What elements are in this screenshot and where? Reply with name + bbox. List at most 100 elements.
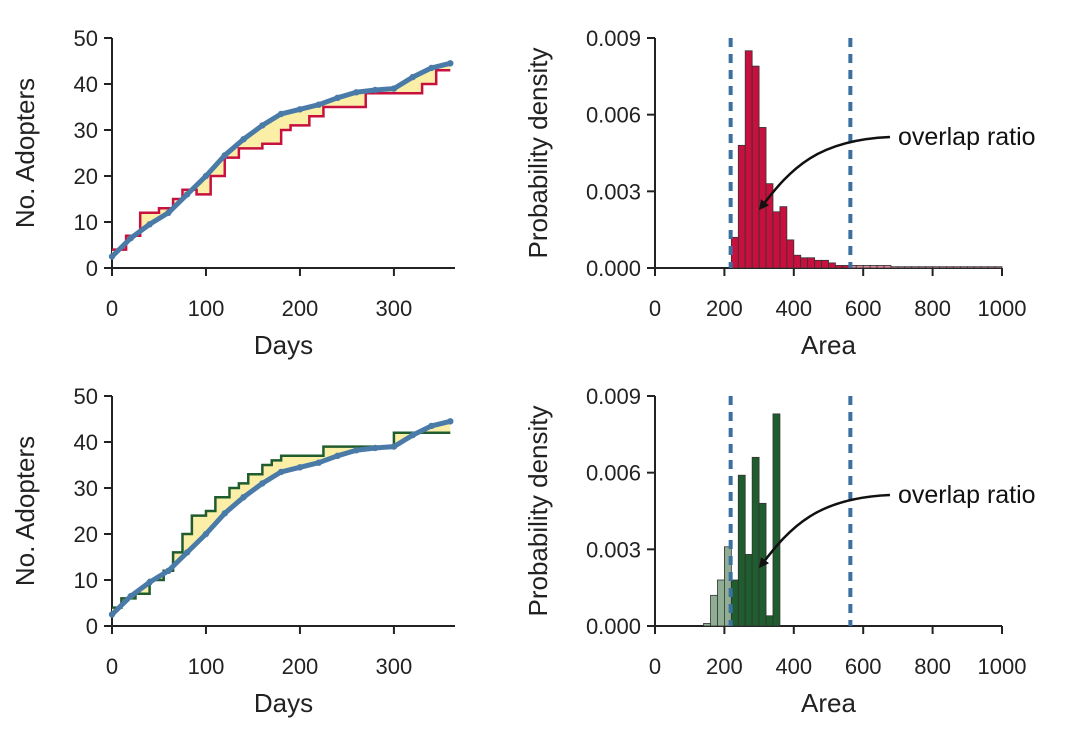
x-tick-label: 1000 (978, 654, 1027, 679)
simulated-point (277, 110, 285, 118)
histogram-bar (751, 456, 760, 627)
histogram-bar (862, 265, 871, 269)
y-axis-title: No. Adopters (10, 78, 40, 228)
x-axis-title: Area (801, 330, 856, 360)
simulated-point (146, 579, 153, 586)
x-tick-label: 100 (188, 654, 225, 679)
y-tick-label: 30 (74, 118, 98, 143)
y-tick-label: 0.006 (586, 461, 641, 486)
histogram-bar (966, 266, 975, 269)
histogram-bar (744, 50, 753, 269)
y-tick-label: 50 (74, 384, 98, 409)
annotation-text: overlap ratio (898, 481, 1036, 509)
simulated-point (259, 480, 266, 487)
histogram-bar (946, 266, 954, 269)
y-tick-label: 40 (74, 72, 98, 97)
y-axis-title: Probability density (523, 406, 553, 617)
x-tick-label: 200 (706, 654, 743, 679)
observed-series-line (112, 68, 451, 251)
x-axis-title: Days (254, 330, 313, 360)
simulated-point (240, 136, 247, 143)
x-tick-label: 800 (914, 296, 951, 321)
y-tick-label: 0 (86, 256, 98, 281)
panel-top-left: 0 10 20 30 40 50 0 100 200 300 Days No. Adopters (10, 26, 455, 360)
simulated-point (165, 209, 172, 216)
x-tick-label: 0 (106, 654, 118, 679)
simulated-point (127, 592, 134, 600)
simulated-point (259, 122, 266, 129)
simulated-point (221, 510, 228, 517)
y-tick-label: 0.003 (586, 179, 641, 204)
histogram-bar (717, 579, 725, 627)
annotation-arrow (759, 135, 891, 211)
histogram-bar (807, 257, 816, 269)
x-tick-label: 300 (376, 654, 413, 679)
histogram-bar (786, 239, 795, 269)
histogram-bar (814, 259, 822, 269)
x-tick-label: 0 (649, 654, 661, 679)
histogram-bar (835, 265, 843, 269)
x-tick-label: 100 (188, 296, 225, 321)
simulated-point (108, 253, 116, 260)
simulated-point (447, 418, 454, 425)
histogram-bar (751, 65, 760, 269)
y-tick-label: 30 (74, 476, 98, 501)
histogram-bar (710, 594, 718, 627)
simulated-point (428, 422, 435, 430)
histogram-bar (828, 262, 836, 269)
y-tick-label: 20 (74, 522, 98, 547)
x-tick-label: 200 (282, 654, 319, 679)
x-tick-label: 600 (845, 296, 882, 321)
x-tick-label: 800 (914, 654, 951, 679)
histogram-bar (932, 266, 940, 269)
x-axis-title: Area (801, 688, 856, 718)
histogram-bar (793, 254, 802, 269)
histogram-bar (959, 266, 968, 269)
panel-bottom-right: 0.000 0.003 0.006 0.009 0 200 400 600 800 1000 Are… (523, 384, 1036, 718)
annotation-text: overlap ratio (898, 123, 1036, 151)
y-tick-label: 50 (74, 26, 98, 51)
histogram-bar (973, 266, 982, 269)
simulated-point (240, 494, 247, 501)
histogram-bar (737, 144, 746, 269)
y-tick-label: 0 (86, 614, 98, 639)
histogram-bar (869, 265, 878, 269)
simulated-point (371, 444, 379, 452)
histogram-bar (883, 265, 892, 269)
histogram-bar (876, 265, 885, 269)
observed-series-line (112, 431, 451, 609)
simulated-point (409, 73, 416, 81)
simulated-point (221, 152, 228, 159)
y-tick-label: 40 (74, 430, 98, 455)
histogram-bar (772, 413, 781, 627)
histogram-bar (744, 554, 753, 627)
histogram-bar (980, 266, 989, 269)
histogram-bar (994, 266, 1003, 269)
y-tick-label: 0.000 (586, 256, 641, 281)
simulated-point (390, 85, 398, 92)
histogram-bar (737, 474, 746, 627)
histogram-bar (890, 266, 899, 269)
gap-fill-area (112, 63, 451, 257)
histogram-bar (703, 623, 711, 627)
histogram-bar (918, 266, 927, 269)
histogram-bar (800, 257, 809, 269)
simulated-point (127, 234, 134, 242)
simulated-point (315, 101, 322, 108)
y-axis-title: Probability density (523, 48, 553, 259)
simulated-point (353, 89, 360, 96)
x-tick-label: 200 (706, 296, 743, 321)
y-tick-label: 0.000 (586, 614, 641, 639)
simulated-point (409, 431, 416, 439)
simulated-point (183, 549, 191, 556)
histogram-bar (987, 266, 996, 269)
histogram-bar (765, 615, 774, 627)
simulated-point (202, 172, 210, 180)
y-axis-title: No. Adopters (10, 436, 40, 586)
histogram-bar (772, 211, 781, 269)
panel-top-right: 0.000 0.003 0.006 0.009 0 200 400 600 800 1000 Are… (523, 26, 1036, 360)
simulated-point (165, 567, 172, 574)
annotation-arrow (759, 493, 891, 569)
y-tick-label: 20 (74, 164, 98, 189)
